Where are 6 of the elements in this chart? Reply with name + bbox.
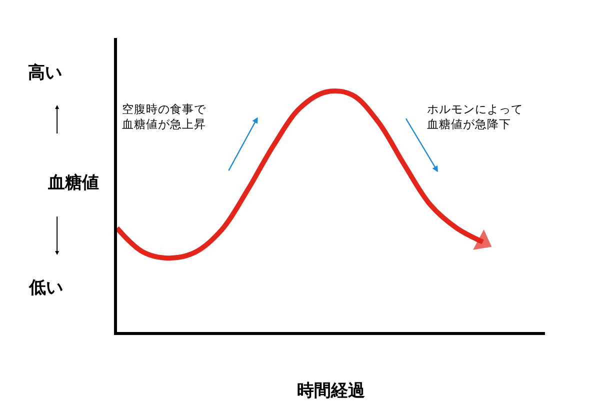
y-axis-title: 血糖値 bbox=[47, 173, 99, 193]
annotation: ホルモンによって血糖値が急降下 bbox=[427, 102, 523, 131]
text: 低い bbox=[28, 278, 63, 298]
x-axis-title: 時間経過 bbox=[297, 381, 365, 401]
annotation: 空腹時の食事で血糖値が急上昇 bbox=[122, 102, 207, 131]
text: 高い bbox=[28, 63, 62, 83]
